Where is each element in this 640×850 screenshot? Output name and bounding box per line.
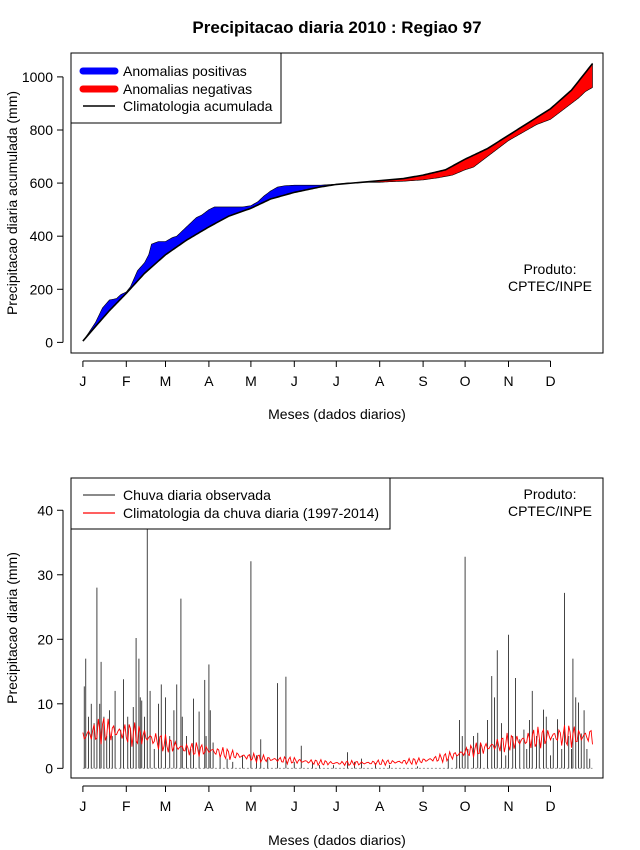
top-x-tick-label: O bbox=[460, 373, 471, 389]
bottom-legend-box bbox=[70, 477, 391, 530]
bottom-annotation-line2: CPTEC/INPE bbox=[508, 503, 592, 519]
bottom-legend: Chuva diaria observada Climatologia da c… bbox=[70, 477, 391, 530]
bottom-x-tick-label: A bbox=[375, 798, 385, 814]
bottom-x-tick-label: D bbox=[545, 798, 555, 814]
top-y-tick-label: 1000 bbox=[22, 69, 53, 85]
top-annotation-line1: Produto: bbox=[524, 261, 577, 277]
bottom-y-axis: 0 10 20 30 40 bbox=[37, 502, 64, 776]
daily-climatology-line bbox=[82, 718, 593, 767]
top-x-tick-label: A bbox=[375, 373, 385, 389]
bottom-x-tick-label: J bbox=[333, 798, 340, 814]
top-x-tick-label: D bbox=[545, 373, 555, 389]
bottom-x-tick-label: S bbox=[418, 798, 427, 814]
top-x-tick-label: N bbox=[503, 373, 513, 389]
top-y-axis-label: Precipitacao diaria acumulada (mm) bbox=[4, 91, 20, 315]
bottom-x-axis-label: Meses (dados diarios) bbox=[268, 832, 406, 848]
bottom-y-tick-label: 20 bbox=[37, 631, 53, 647]
bottom-x-tick-label: O bbox=[460, 798, 471, 814]
top-plot-area bbox=[82, 62, 594, 342]
bottom-annotation-line1: Produto: bbox=[524, 486, 577, 502]
top-y-tick-label: 400 bbox=[30, 228, 54, 244]
top-plot-frame bbox=[70, 52, 604, 354]
bottom-chart: 0 10 20 30 40 J F M A M J J A S O N D Meses (dados diar… bbox=[4, 477, 604, 848]
bottom-x-tick-label: J bbox=[291, 798, 298, 814]
bottom-x-tick-label: M bbox=[160, 798, 172, 814]
top-x-tick-label: J bbox=[291, 373, 298, 389]
anomaly-positive-area bbox=[82, 181, 362, 342]
top-y-tick-label: 200 bbox=[30, 281, 54, 297]
top-y-tick-label: 0 bbox=[45, 334, 53, 350]
bottom-plot-area bbox=[82, 478, 593, 769]
bottom-x-tick-label: F bbox=[122, 798, 131, 814]
bottom-x-tick-label: N bbox=[503, 798, 513, 814]
top-x-tick-label: F bbox=[122, 373, 131, 389]
top-x-tick-label: J bbox=[79, 373, 86, 389]
legend-label-daily-climatology: Climatologia da chuva diaria (1997-2014) bbox=[123, 505, 379, 521]
top-annotation-line2: CPTEC/INPE bbox=[508, 278, 592, 294]
bottom-x-tick-label: M bbox=[245, 798, 257, 814]
top-chart: 0 200 400 600 800 1000 J F M A M J J A S O N D Meses (da… bbox=[4, 52, 604, 422]
top-x-tick-label: S bbox=[418, 373, 427, 389]
bottom-y-axis-label: Precipitacao diaria (mm) bbox=[4, 552, 20, 704]
top-x-axis-label: Meses (dados diarios) bbox=[268, 406, 406, 422]
legend-label-climatology: Climatologia acumulada bbox=[123, 98, 273, 114]
top-x-tick-label: M bbox=[245, 373, 257, 389]
bottom-y-tick-label: 40 bbox=[37, 502, 53, 518]
bottom-y-tick-label: 0 bbox=[45, 760, 53, 776]
chart-title: Precipitacao diaria 2010 : Regiao 97 bbox=[192, 18, 481, 37]
legend-label-observed: Chuva diaria observada bbox=[123, 487, 271, 503]
climatology-cumulative-line bbox=[82, 63, 594, 342]
bottom-x-tick-label: J bbox=[79, 798, 86, 814]
bottom-x-tick-label: A bbox=[204, 798, 214, 814]
top-y-tick-label: 600 bbox=[30, 175, 54, 191]
legend-label-positive: Anomalias positivas bbox=[123, 63, 247, 79]
legend-label-negative: Anomalias negativas bbox=[123, 81, 252, 97]
bottom-y-tick-label: 10 bbox=[37, 696, 53, 712]
top-x-tick-label: A bbox=[204, 373, 214, 389]
top-x-tick-label: M bbox=[160, 373, 172, 389]
bottom-y-tick-label: 30 bbox=[37, 567, 53, 583]
top-legend: Anomalias positivas Anomalias negativas … bbox=[70, 52, 282, 124]
top-y-tick-label: 800 bbox=[30, 122, 54, 138]
anomaly-negative-area bbox=[361, 62, 593, 183]
top-y-axis: 0 200 400 600 800 1000 bbox=[22, 69, 64, 350]
top-x-tick-label: J bbox=[333, 373, 340, 389]
